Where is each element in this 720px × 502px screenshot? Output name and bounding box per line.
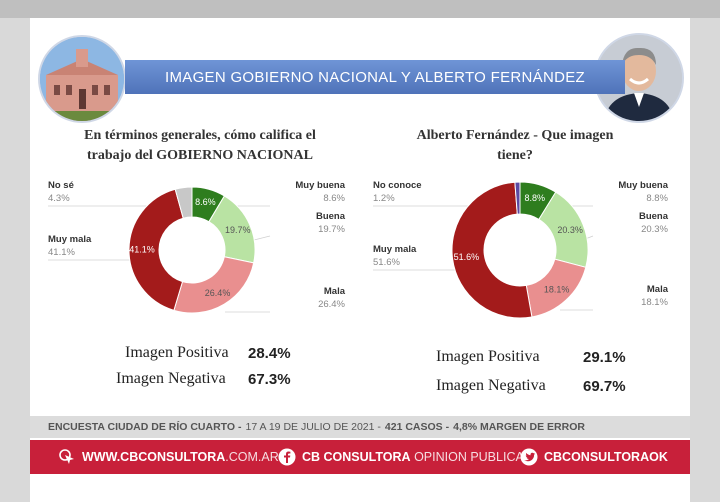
left-slice-muy-mala <box>128 188 184 311</box>
left-question-line1: En términos generales, cómo califica el <box>84 128 316 143</box>
left-negativa-value: 67.3% <box>248 371 291 388</box>
left-label-mala: Mala <box>323 286 345 297</box>
leader-line <box>249 235 271 242</box>
right-data-label-buena: 20.3% <box>557 225 583 235</box>
left-value-muy-buena: 8.6% <box>323 193 345 204</box>
left-question: En términos generales, cómo califica el … <box>70 126 330 166</box>
right-question-line1: Alberto Fernández - Que imagen <box>416 128 614 143</box>
survey-dates: 17 A 19 DE JULIO DE 2021 - <box>245 421 381 433</box>
survey-casos: 421 CASOS - <box>384 421 450 433</box>
right-slice-mala <box>525 258 587 318</box>
left-positiva-label: Imagen Positiva <box>125 344 229 361</box>
left-slice-buena <box>208 195 256 264</box>
right-value-no-conoce: 1.2% <box>373 193 395 204</box>
left-value-no-se: 4.3% <box>48 193 70 204</box>
right-negativa-value: 69.7% <box>583 378 626 395</box>
footer-website[interactable]: WWW.CBCONSULTORA.COM.AR <box>58 440 279 474</box>
casa-rosada-photo <box>38 35 126 123</box>
survey-prefix: ENCUESTA CIUDAD DE RÍO CUARTO - <box>48 421 242 433</box>
footer-bar: WWW.CBCONSULTORA.COM.AR CB CONSULTORA OP… <box>30 440 690 474</box>
facebook-icon <box>278 448 296 466</box>
right-value-muy-mala: 51.6% <box>373 257 400 268</box>
right-question-line2: tiene? <box>497 148 533 163</box>
right-data-label-mala: 18.1% <box>544 285 570 295</box>
left-label-muy-buena: Muy buena <box>295 180 345 191</box>
right-data-label-muy-mala: 51.6% <box>454 252 480 262</box>
header-title: IMAGEN GOBIERNO NACIONAL Y ALBERTO FERNÁ… <box>125 60 625 94</box>
right-margin <box>690 18 720 502</box>
website-domain: .COM.AR <box>225 450 279 464</box>
website-main: WWW.CBCONSULTORA <box>82 450 226 464</box>
left-data-label-mala: 26.4% <box>205 288 231 298</box>
twitter-handle: CBCONSULTORAOK <box>544 450 668 464</box>
right-question: Alberto Fernández - Que imagen tiene? <box>400 126 630 166</box>
left-label-muy-mala: Muy mala <box>48 234 92 245</box>
left-negativa-label: Imagen Negativa <box>116 370 226 387</box>
right-label-muy-mala: Muy mala <box>373 244 417 255</box>
left-label-no-se: No sé <box>48 180 74 191</box>
right-slice-muy-buena <box>519 181 557 221</box>
left-value-buena: 19.7% <box>318 224 345 235</box>
right-slice-no-conoce <box>514 181 521 215</box>
right-slice-buena <box>538 191 589 268</box>
left-data-label-buena: 19.7% <box>225 225 251 235</box>
left-label-buena: Buena <box>315 211 345 222</box>
footer-twitter[interactable]: CBCONSULTORAOK <box>520 440 668 474</box>
right-slice-muy-mala <box>451 181 533 319</box>
left-value-muy-mala: 41.1% <box>48 247 75 258</box>
infographic-card: IMAGEN GOBIERNO NACIONAL Y ALBERTO FERNÁ… <box>30 18 690 488</box>
left-margin <box>0 18 30 502</box>
survey-info-bar: ENCUESTA CIUDAD DE RÍO CUARTO - 17 A 19 … <box>30 416 690 438</box>
right-label-mala: Mala <box>646 284 668 295</box>
left-question-line2: trabajo del GOBIERNO NACIONAL <box>87 148 313 163</box>
right-value-buena: 20.3% <box>641 224 668 235</box>
left-positiva-value: 28.4% <box>248 345 291 362</box>
right-label-muy-buena: Muy buena <box>618 180 668 191</box>
top-strip <box>0 0 720 18</box>
left-data-label-muy-mala: 41.1% <box>129 244 155 254</box>
left-slice-no-s- <box>174 186 193 219</box>
cursor-click-icon <box>59 449 74 464</box>
right-negativa-label: Imagen Negativa <box>436 377 546 394</box>
right-value-mala: 18.1% <box>641 297 668 308</box>
left-slice-muy-buena <box>191 186 226 223</box>
right-label-no-conoce: No conoce <box>373 180 422 191</box>
left-slice-mala <box>173 256 255 314</box>
building-icon <box>40 37 124 121</box>
right-positiva-value: 29.1% <box>583 349 626 366</box>
right-value-muy-buena: 8.8% <box>646 193 668 204</box>
survey-margen: 4,8% MARGEN DE ERROR <box>453 421 585 433</box>
twitter-icon <box>520 448 538 466</box>
left-data-label-muy-buena: 8.6% <box>195 197 216 207</box>
right-label-buena: Buena <box>638 211 668 222</box>
leader-line <box>579 235 594 242</box>
right-data-label-muy-buena: 8.8% <box>524 193 545 203</box>
right-positiva-label: Imagen Positiva <box>436 348 540 365</box>
facebook-sub: OPINION PUBLICA <box>414 450 524 464</box>
facebook-main: CB CONSULTORA <box>302 450 411 464</box>
left-value-mala: 26.4% <box>318 299 345 310</box>
footer-facebook[interactable]: CB CONSULTORA OPINION PUBLICA <box>278 440 524 474</box>
